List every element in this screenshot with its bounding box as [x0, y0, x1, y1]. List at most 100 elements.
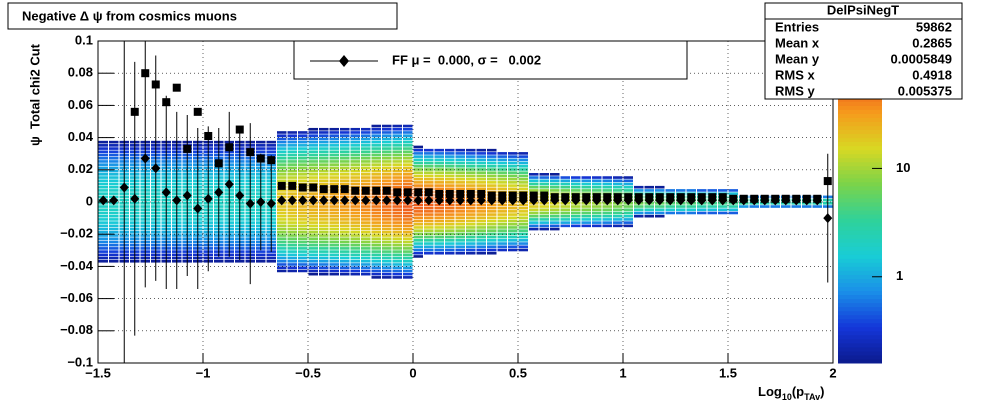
heat-cell [329, 269, 339, 273]
heat-cell [623, 205, 633, 208]
heat-cell [287, 266, 297, 270]
heat-cell [466, 164, 476, 168]
heat-cell [392, 163, 402, 166]
heat-cell [623, 182, 633, 186]
palette-step [838, 165, 882, 171]
heat-cell [329, 192, 339, 195]
heat-cell [466, 235, 476, 239]
heat-cell [308, 259, 318, 263]
diamond-marker [718, 195, 728, 206]
heat-cell [508, 222, 518, 226]
heat-cell [455, 158, 465, 162]
heat-cell [424, 174, 434, 178]
heat-cell [98, 243, 108, 247]
heat-cell [308, 144, 318, 147]
heat-cell [371, 179, 381, 183]
heat-cell [550, 185, 560, 189]
heat-cell [361, 253, 371, 257]
heat-cell [571, 182, 581, 186]
heat-cell [634, 205, 644, 208]
y-tick-label: −0.1 [67, 354, 93, 369]
heat-cell [592, 182, 602, 186]
diamond-marker [382, 195, 392, 206]
heat-cell [287, 247, 297, 250]
diamond-marker [203, 193, 213, 204]
palette-step [838, 197, 882, 203]
heat-cell [109, 211, 119, 215]
heat-cell [382, 140, 392, 144]
heat-cell [518, 226, 528, 229]
square-marker [372, 186, 381, 195]
heat-cell [340, 134, 350, 137]
palette-step [838, 109, 882, 114]
diamond-marker [623, 195, 633, 206]
heat-cell [329, 169, 339, 173]
heat-cell [98, 179, 108, 183]
heat-cell [109, 163, 119, 166]
heat-cell [371, 256, 381, 260]
heat-cell [308, 192, 318, 195]
heat-cell [308, 240, 318, 244]
heat-cell [403, 253, 413, 257]
heat-cell [697, 189, 707, 192]
heat-cell [287, 160, 297, 163]
heat-cell [550, 224, 560, 228]
heat-cell [287, 263, 297, 266]
heat-cell [277, 253, 287, 257]
diamond-marker [529, 195, 539, 206]
diamond-marker [676, 195, 686, 206]
heat-cell [308, 137, 318, 141]
heat-cell [287, 208, 297, 212]
heat-cell [487, 219, 497, 223]
heat-cell [518, 181, 528, 184]
heat-cell [466, 226, 476, 229]
heat-cell [497, 155, 507, 158]
heat-cell [445, 206, 455, 210]
heat-cell [298, 147, 308, 150]
heat-cell [571, 224, 581, 228]
heat-cell [287, 240, 297, 244]
heat-cell [277, 256, 287, 260]
heat-cell [382, 240, 392, 244]
heat-cell [644, 189, 654, 192]
heat-cell [361, 230, 371, 234]
diamond-marker [350, 195, 360, 206]
heat-cell [287, 224, 297, 228]
heat-cell [613, 189, 623, 192]
heat-cell [382, 127, 392, 131]
heat-cell [350, 263, 360, 266]
heat-cell [329, 247, 339, 250]
diamond-marker [298, 195, 308, 206]
heat-cell [382, 134, 392, 137]
heat-cell [455, 213, 465, 216]
heat-cell [749, 205, 759, 208]
heat-cell [392, 240, 402, 244]
heat-cell [287, 192, 297, 195]
heat-cell [497, 174, 507, 178]
heat-cell [382, 208, 392, 212]
x-label-part: ) [820, 384, 824, 399]
heat-cell [319, 147, 329, 150]
heat-cell [623, 214, 633, 218]
heat-cell [455, 161, 465, 165]
heat-cell [109, 166, 119, 170]
diamond-marker [487, 195, 497, 206]
heat-cell [109, 144, 119, 147]
y-tick-label: −0.02 [60, 226, 93, 241]
heat-cell [455, 174, 465, 178]
diamond-marker [361, 195, 371, 206]
heat-cell [392, 247, 402, 250]
heat-cell [98, 169, 108, 173]
heat-cell [308, 224, 318, 228]
heat-cell [382, 256, 392, 260]
heat-cell [350, 173, 360, 176]
heat-cell [340, 224, 350, 228]
square-marker [445, 189, 454, 198]
heat-cell [445, 181, 455, 184]
heat-cell [403, 185, 413, 189]
heat-cell [382, 150, 392, 154]
heat-cell [361, 250, 371, 253]
heat-cell [455, 216, 465, 220]
heat-cell [371, 137, 381, 141]
heat-cell [392, 127, 402, 131]
